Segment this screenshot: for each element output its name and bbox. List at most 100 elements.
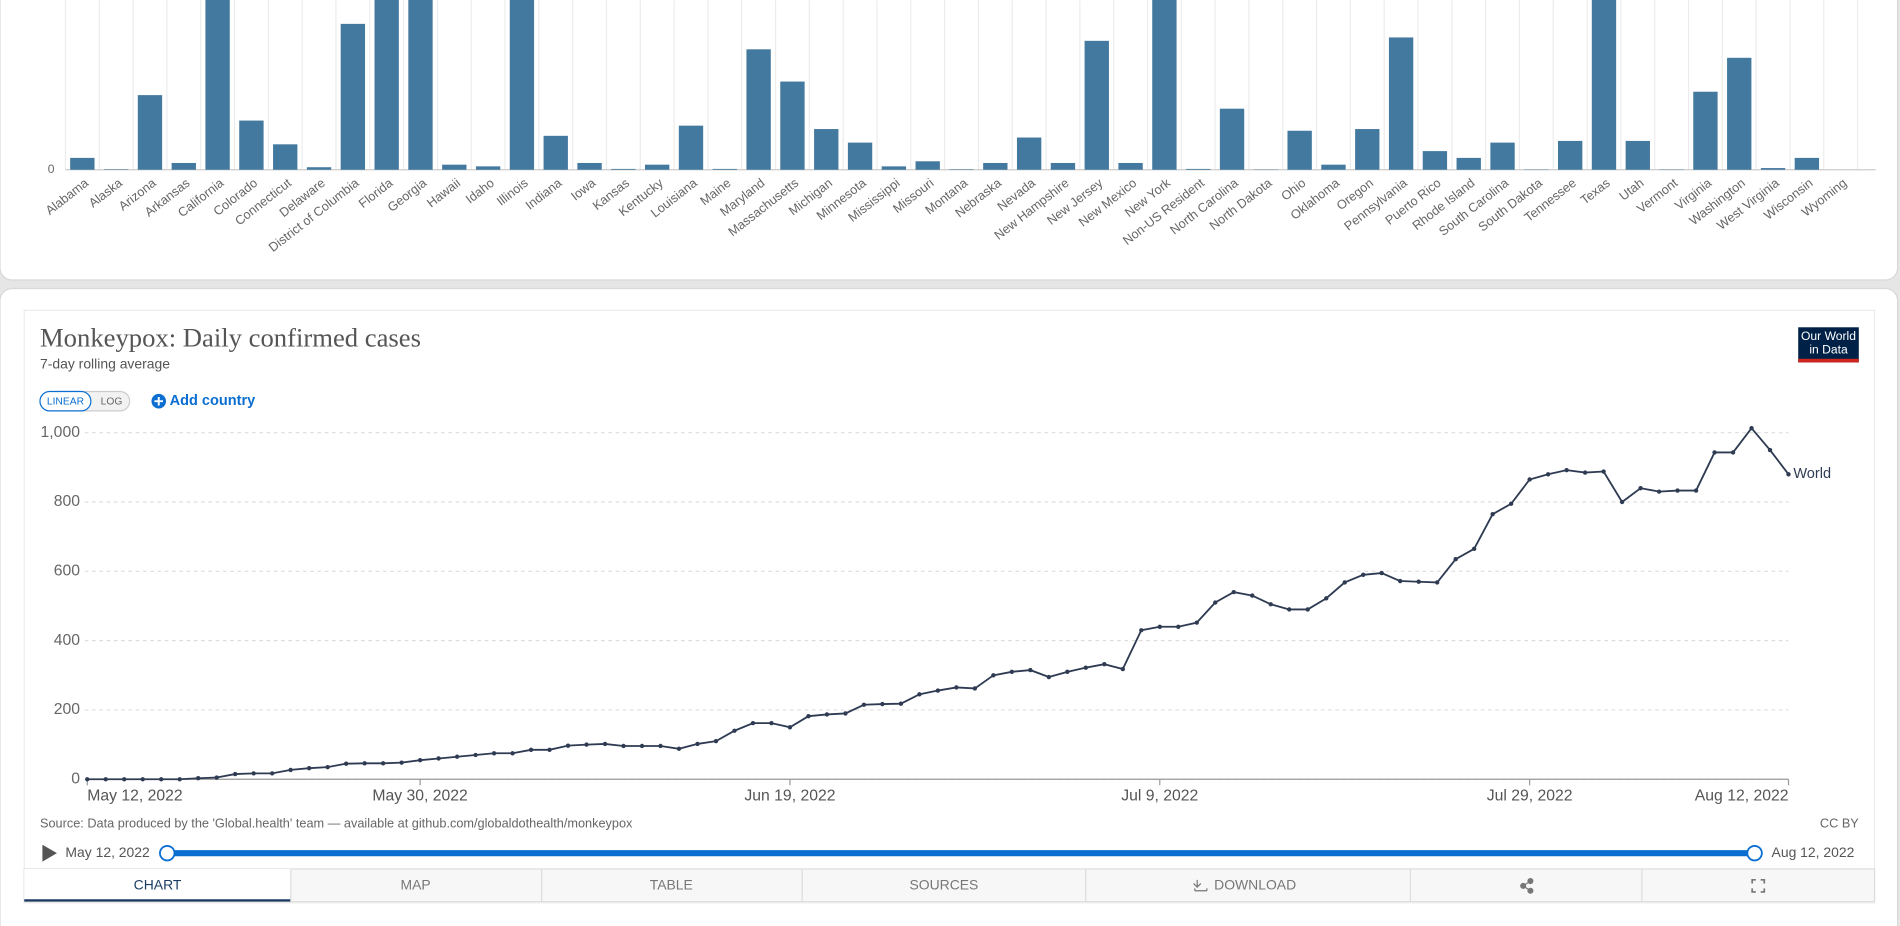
bar	[1591, 0, 1617, 170]
log-label[interactable]: LOG	[101, 397, 123, 408]
point	[1601, 469, 1606, 474]
bar	[1118, 162, 1143, 170]
point	[343, 761, 349, 766]
tab[interactable]: CHART	[134, 877, 182, 893]
logo-bar	[1798, 358, 1859, 363]
bar	[1794, 157, 1820, 170]
point	[732, 728, 737, 733]
point	[1471, 546, 1477, 551]
point	[1564, 467, 1569, 473]
point	[1287, 607, 1292, 612]
point	[695, 741, 700, 747]
share-icon[interactable]	[1520, 878, 1534, 894]
license: CC BY	[1820, 815, 1859, 830]
point	[1231, 589, 1236, 595]
x-tick-label: May 30, 2022	[372, 787, 467, 804]
point	[196, 776, 201, 781]
point	[1767, 447, 1773, 453]
point	[824, 712, 830, 717]
point	[1176, 624, 1181, 629]
point	[325, 764, 330, 770]
logo[interactable]	[1798, 327, 1859, 363]
bar	[1625, 140, 1650, 170]
bar	[137, 95, 163, 170]
point	[991, 673, 996, 678]
point	[491, 751, 497, 756]
timeline-handle[interactable]	[159, 844, 176, 862]
bar	[442, 164, 467, 170]
bar	[1557, 140, 1583, 170]
point	[1619, 499, 1625, 505]
top-card	[0, 0, 1899, 281]
x-tick-label: Jul 9, 2022	[1121, 787, 1198, 804]
point	[85, 777, 90, 782]
timeline-handle[interactable]	[1746, 844, 1763, 862]
point	[380, 761, 386, 766]
plus	[154, 396, 163, 406]
logo-text: Our World	[1801, 329, 1856, 343]
point	[547, 747, 552, 752]
point	[1342, 580, 1347, 585]
tab-active[interactable]	[24, 868, 291, 902]
point	[251, 771, 256, 776]
bar	[205, 0, 230, 170]
tab[interactable]: SOURCES	[910, 877, 979, 893]
point	[1786, 472, 1791, 477]
point	[713, 738, 719, 744]
point	[676, 746, 682, 751]
point	[1213, 600, 1218, 605]
point	[306, 765, 312, 771]
point	[1250, 593, 1255, 598]
point	[1009, 669, 1015, 675]
play-button[interactable]	[42, 844, 57, 862]
point	[473, 752, 478, 758]
add-country[interactable]: Add country	[170, 393, 256, 409]
linear-button[interactable]	[39, 390, 92, 412]
point	[1527, 477, 1532, 482]
bar	[340, 23, 366, 170]
bar	[577, 162, 602, 170]
linear-label: LINEAR	[47, 397, 84, 408]
point	[1545, 472, 1551, 477]
bar	[171, 162, 196, 170]
point	[1638, 485, 1643, 491]
point	[750, 720, 756, 726]
point	[1398, 578, 1403, 584]
bar	[543, 135, 568, 170]
bar	[712, 168, 737, 170]
x-tick-label: Jun 19, 2022	[744, 787, 835, 804]
bar	[847, 142, 873, 170]
point	[1361, 572, 1366, 577]
point	[288, 767, 293, 773]
chart-title: Monkeypox: Daily confirmed cases	[40, 323, 421, 353]
point	[935, 688, 941, 693]
source: Source: Data produced by the 'Global.hea…	[40, 815, 633, 830]
bar	[1321, 164, 1346, 170]
point	[602, 741, 608, 747]
bar	[1219, 108, 1245, 170]
chart-frame	[23, 309, 1876, 904]
point	[1046, 674, 1052, 680]
tab[interactable]: DOWNLOAD	[1214, 877, 1296, 893]
tab[interactable]: TABLE	[650, 877, 693, 893]
x-tick-label: Jul 29, 2022	[1487, 787, 1573, 804]
fullscreen-icon[interactable]	[1751, 878, 1766, 893]
bar	[645, 164, 670, 170]
point	[917, 692, 922, 697]
point	[787, 725, 793, 730]
tab[interactable]: MAP	[401, 877, 431, 893]
y-tick-label: 400	[54, 632, 81, 649]
point	[1065, 669, 1070, 675]
point	[1675, 488, 1680, 493]
point	[898, 701, 904, 706]
point	[454, 754, 460, 759]
timeline-end: Aug 12, 2022	[1772, 844, 1855, 860]
point	[1490, 511, 1495, 517]
bar	[408, 0, 433, 170]
series-label: World	[1793, 466, 1831, 482]
point	[806, 714, 811, 719]
bar	[1760, 168, 1786, 170]
point	[1268, 602, 1273, 607]
bar	[475, 166, 501, 170]
